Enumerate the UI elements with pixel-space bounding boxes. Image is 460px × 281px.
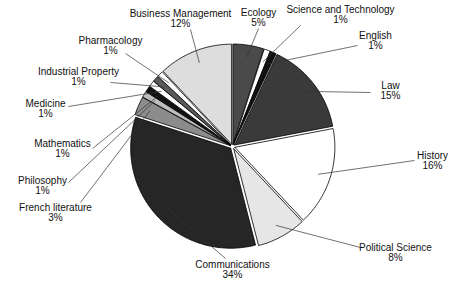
svg-text:Science and Technology1%: Science and Technology1% bbox=[286, 4, 394, 25]
svg-text:Mathematics1%: Mathematics1% bbox=[34, 138, 91, 159]
svg-text:History16%: History16% bbox=[417, 150, 448, 171]
svg-text:Law15%: Law15% bbox=[380, 80, 400, 101]
svg-text:Ecology5%: Ecology5% bbox=[241, 7, 277, 28]
svg-text:English1%: English1% bbox=[359, 30, 392, 51]
svg-text:Medicine1%: Medicine1% bbox=[25, 98, 65, 119]
svg-text:Communications34%: Communications34% bbox=[195, 259, 269, 280]
svg-text:Business Management12%: Business Management12% bbox=[130, 8, 232, 29]
svg-text:Pharmacology1%: Pharmacology1% bbox=[79, 35, 143, 56]
svg-text:French literature3%: French literature3% bbox=[19, 202, 92, 223]
svg-text:Philosophy1%: Philosophy1% bbox=[18, 175, 67, 196]
svg-text:Political Science8%: Political Science8% bbox=[359, 242, 432, 263]
svg-text:Industrial Property1%: Industrial Property1% bbox=[38, 66, 119, 87]
